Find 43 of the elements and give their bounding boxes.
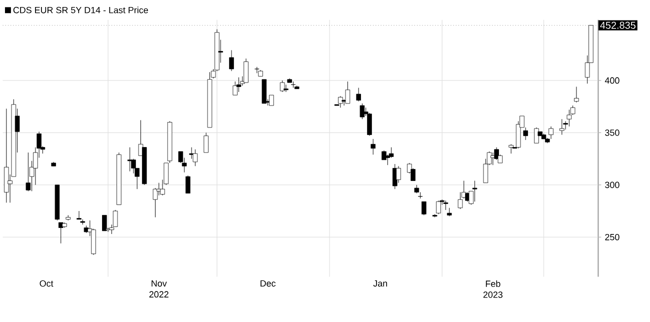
candlestick: [534, 127, 539, 144]
x-tick-label: Nov 2022: [149, 280, 168, 298]
candlestick: [548, 126, 554, 140]
candlestick: [186, 175, 190, 194]
x-tick-label: Jan: [373, 280, 388, 287]
y-tick-label: 250: [605, 234, 620, 240]
candlestick: [232, 81, 238, 96]
y-tick-label: 400: [604, 77, 620, 84]
candlestick: [284, 84, 288, 92]
candlestick: [472, 180, 478, 202]
candlestick: [26, 152, 31, 192]
candlestick: [58, 222, 64, 244]
candlestick: [458, 192, 463, 210]
candlestick: [204, 132, 208, 153]
candlestick: [338, 96, 343, 108]
candlestick: [443, 200, 448, 210]
candlestick: [345, 81, 350, 104]
candlestick: [192, 149, 198, 167]
candlestick: [280, 80, 285, 92]
candlestick: [574, 86, 579, 103]
y-tick-label: 350: [605, 130, 620, 136]
candlestick: [360, 103, 365, 120]
candlestick: [560, 119, 564, 136]
candlestick: [236, 77, 242, 92]
candlestick: [229, 50, 234, 72]
x-tick-label: Feb 2023: [483, 280, 502, 298]
candlestick: [102, 215, 107, 232]
candlestick: [422, 202, 426, 216]
ref-line-label: 452.835: [600, 22, 636, 30]
y-tick-label: 300: [605, 182, 620, 188]
candlestick: [356, 88, 361, 102]
legend-label: CDS EUR SR 5Y D14 - Last Price: [13, 6, 148, 14]
candlestick: [244, 58, 248, 83]
candlestick: [76, 210, 82, 220]
candlestick: [508, 144, 514, 154]
candlestick: [370, 138, 376, 156]
x-tick-label: Oct: [40, 280, 54, 287]
candlestick: [254, 66, 260, 74]
x-tick-label: Dec: [260, 280, 276, 287]
candlestick: [566, 110, 572, 127]
candlestick: [436, 200, 441, 215]
candlestick: [396, 166, 401, 184]
candlestick: [269, 95, 274, 106]
